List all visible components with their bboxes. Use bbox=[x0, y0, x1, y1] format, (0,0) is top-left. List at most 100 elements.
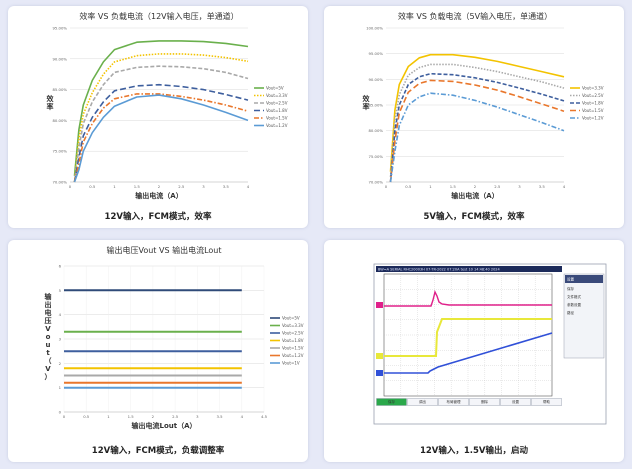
x-tick-label: 4 bbox=[563, 184, 566, 189]
oscilloscope-screenshot: BW=A SERIAL RHC20003H 07-TR-2022 07:20A … bbox=[373, 263, 607, 425]
x-tick-label: 2.5 bbox=[178, 184, 185, 189]
x-tick-label: 3.5 bbox=[217, 414, 224, 419]
y-tick-label: 3 bbox=[59, 337, 62, 342]
legend-label: Vout=5V bbox=[282, 316, 300, 321]
y-tick-label: 5 bbox=[59, 288, 62, 293]
caption-startup: 12V输入，1.5V输出，启动 bbox=[419, 446, 529, 456]
y-tick-label: 80.00% bbox=[369, 128, 384, 133]
x-tick-label: 1.5 bbox=[450, 184, 457, 189]
legend-label: Vout=3.3V bbox=[282, 323, 304, 328]
legend-label: Vout=5V bbox=[266, 86, 284, 91]
y-tick-label: 80.00% bbox=[53, 118, 68, 123]
x-tick-label: 0 bbox=[385, 184, 388, 189]
series-line bbox=[73, 94, 249, 183]
scope-menu-title: 设置 bbox=[567, 277, 575, 282]
series-line bbox=[389, 79, 565, 183]
x-axis-label: 输出电流（A） bbox=[451, 191, 498, 200]
x-tick-label: 4 bbox=[241, 414, 244, 419]
x-tick-label: 1 bbox=[107, 414, 110, 419]
legend-label: Vout=1V bbox=[282, 361, 300, 366]
scope-softkey-label: 帮助 bbox=[543, 399, 551, 404]
x-tick-label: 2 bbox=[152, 414, 155, 419]
x-tick-label: 0.5 bbox=[405, 184, 412, 189]
vin-marker bbox=[376, 302, 383, 308]
scope-softkey-button[interactable] bbox=[500, 398, 531, 406]
legend-label: Vout=1.5V bbox=[582, 108, 604, 113]
chart-title: 效率 VS 负载电流（5V输入电压，单通道） bbox=[398, 11, 552, 21]
x-tick-label: 2.5 bbox=[172, 414, 179, 419]
y-tick-label: 6 bbox=[59, 264, 62, 269]
scope-softkey-button[interactable] bbox=[438, 398, 469, 406]
y-tick-label: 90.00% bbox=[53, 56, 68, 61]
load-regulation-card: 输出电压Vout VS 输出电流Lout 0 1 2 3 4 5 6 0 0.5 1 1.5 2 2.5 3… bbox=[8, 240, 308, 462]
x-tick-label: 3 bbox=[518, 184, 521, 189]
legend-label: Vout=1.2V bbox=[282, 353, 304, 358]
series-line bbox=[73, 53, 249, 183]
x-tick-label: 3.5 bbox=[539, 184, 546, 189]
series-line bbox=[389, 53, 565, 172]
x-tick-label: 0 bbox=[69, 184, 72, 189]
vin-trace bbox=[384, 289, 552, 307]
x-tick-label: 1 bbox=[113, 184, 116, 189]
efficiency-12v-card: 效率 VS 负载电流（12V输入电压，单通道） 70.00% 75.00% 80.00… bbox=[8, 6, 308, 228]
legend-label: Vout=1.8V bbox=[582, 101, 604, 106]
chart-title: 输出电压Vout VS 输出电流Lout bbox=[106, 245, 221, 255]
y-tick-label: 70.00% bbox=[53, 180, 68, 185]
x-tick-label: 2 bbox=[474, 184, 477, 189]
legend-label: Vout=1.2V bbox=[582, 116, 604, 121]
y-tick-label: 85.00% bbox=[369, 103, 384, 108]
legend-label: Vout=1.5V bbox=[282, 346, 304, 351]
series-line bbox=[389, 72, 565, 183]
y-tick-label: 90.00% bbox=[369, 77, 384, 82]
y-tick-label: 85.00% bbox=[53, 87, 68, 92]
x-axis-label: 输出电流（A） bbox=[135, 191, 182, 200]
series-line bbox=[389, 92, 565, 183]
x-axis-label: 输出电流Lout（A） bbox=[131, 421, 196, 430]
x-tick-label: 3 bbox=[202, 184, 205, 189]
y-tick-label: 0 bbox=[59, 410, 62, 415]
scope-softkey-button[interactable] bbox=[469, 398, 500, 406]
chart-title: 效率 VS 负载电流（12V输入电压，单通道） bbox=[79, 11, 238, 21]
scope-softkey-label: 删除 bbox=[481, 399, 489, 404]
x-tick-label: 3 bbox=[196, 414, 199, 419]
y-tick-label: 4 bbox=[59, 312, 62, 317]
legend-label: Vout=2.5V bbox=[282, 331, 304, 336]
caption-12v-efficiency: 12V输入，FCM模式，效率 bbox=[104, 212, 212, 222]
x-tick-label: 1.5 bbox=[134, 184, 141, 189]
x-tick-label: 0.5 bbox=[89, 184, 96, 189]
scope-menu-item-0[interactable]: 保存 bbox=[567, 286, 575, 291]
y-tick-label: 75.00% bbox=[53, 149, 68, 154]
efficiency-12v-chart: 效率 VS 负载电流（12V输入电压，单通道） 70.00% 75.00% 80.00… bbox=[47, 11, 288, 200]
y-tick-label: 1 bbox=[59, 385, 62, 390]
scope-softkey-button[interactable] bbox=[407, 398, 438, 406]
series-line bbox=[73, 65, 249, 183]
y-tick-label: 75.00% bbox=[369, 154, 384, 159]
legend-label: Vout=2.5V bbox=[582, 93, 604, 98]
scope-menu-item-3[interactable]: 路径 bbox=[567, 310, 575, 315]
efficiency-5v-card: 效率 VS 负载电流（5V输入电压，单通道） 70.00% 75.00% 80.00%… bbox=[324, 6, 624, 228]
x-tick-label: 1 bbox=[429, 184, 432, 189]
caption-load-regulation: 12V输入，FCM模式，负载调整率 bbox=[91, 446, 225, 456]
load-regulation-chart: 输出电压Vout VS 输出电流Lout 0 1 2 3 4 5 6 0 0.5 1 1.5 2 2.5 3… bbox=[45, 245, 304, 430]
scope-softkey-button[interactable] bbox=[531, 398, 562, 406]
startup-waveform-card: BW=A SERIAL RHC20003H 07-TR-2022 07:20A … bbox=[324, 240, 624, 462]
legend-label: Vout=1.5V bbox=[266, 116, 288, 121]
vout-marker bbox=[376, 370, 383, 376]
caption-5v-efficiency: 5V输入，FCM模式，效率 bbox=[423, 212, 525, 222]
en-marker bbox=[376, 353, 383, 359]
scope-menu-item-1[interactable]: 文件格式 bbox=[567, 294, 581, 299]
legend-label: Vout=3.3V bbox=[582, 86, 604, 91]
x-tick-label: 3.5 bbox=[223, 184, 230, 189]
x-tick-label: 2 bbox=[158, 184, 161, 189]
series-line bbox=[73, 93, 249, 183]
scope-softkey-label: 调出 bbox=[419, 399, 427, 404]
y-tick-label: 70.00% bbox=[369, 180, 384, 185]
series-line bbox=[73, 83, 249, 183]
scope-softkey-button[interactable] bbox=[376, 398, 407, 406]
scope-menu-item-2[interactable]: 参数设置 bbox=[567, 302, 581, 307]
x-tick-label: 1.5 bbox=[128, 414, 135, 419]
y-tick-label: 100.00% bbox=[366, 26, 383, 31]
scope-side-menu bbox=[563, 273, 605, 359]
x-tick-label: 4 bbox=[247, 184, 250, 189]
